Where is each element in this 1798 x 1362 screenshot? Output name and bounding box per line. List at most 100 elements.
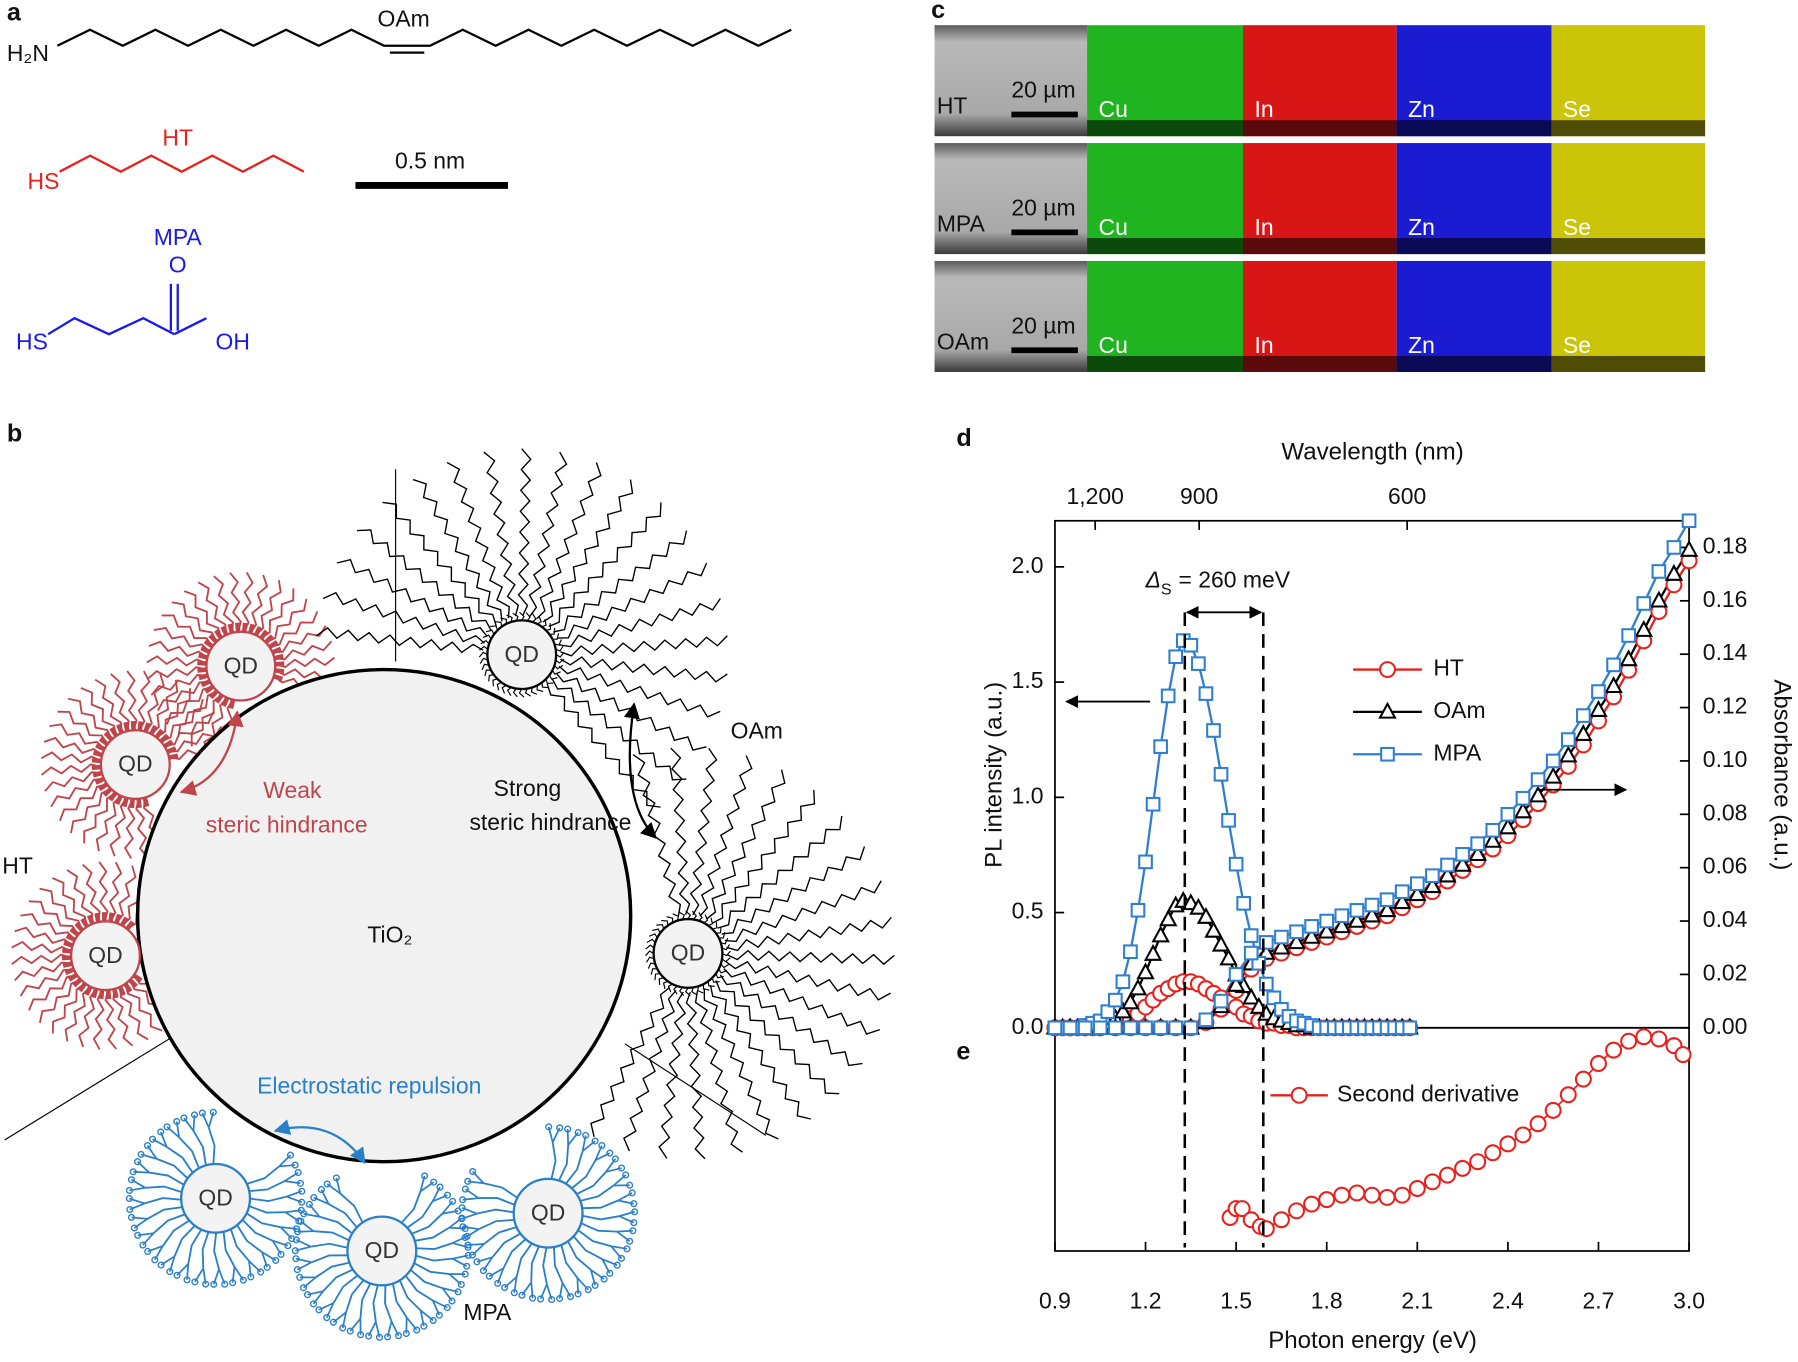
- ligand: [59, 783, 108, 822]
- annotation: ΔS = 260 meV: [1145, 566, 1291, 598]
- data-point: [1213, 993, 1229, 1009]
- ligand: [19, 968, 75, 997]
- eds-map: [1396, 260, 1552, 372]
- ligand: [623, 990, 677, 1152]
- y-tick-label: 0.5: [1012, 898, 1044, 924]
- ligand: [116, 723, 124, 734]
- ligand: [718, 968, 728, 974]
- ligand: [229, 572, 242, 633]
- scale-bar-label: 20 µm: [1011, 312, 1075, 338]
- data-point: [1674, 1046, 1692, 1064]
- ligand: [92, 770, 103, 778]
- legend-label: OAm: [1433, 697, 1485, 723]
- arrow: [273, 1119, 366, 1165]
- ligand: [144, 1197, 182, 1205]
- ligand: [517, 448, 532, 617]
- tio2-particle: [135, 667, 633, 1164]
- ligand: [94, 912, 101, 923]
- ligand: [416, 1242, 453, 1250]
- ligand: [108, 861, 123, 923]
- data-point: [1168, 649, 1184, 665]
- ht-molecule: [59, 154, 305, 173]
- ligand: [702, 983, 710, 991]
- ligand-end: [429, 1316, 437, 1325]
- ligand: [559, 598, 721, 648]
- quantum-dot: [205, 630, 277, 702]
- scale-bar-label: 20 µm: [1011, 77, 1075, 103]
- ligand: [126, 670, 138, 731]
- ligand: [98, 861, 109, 922]
- ligand-end: [582, 1131, 590, 1139]
- y2-tick-label: 0.00: [1703, 1013, 1748, 1039]
- strong-label: steric hindrance: [469, 809, 631, 835]
- ligand-end: [284, 1242, 292, 1250]
- eds-map: [1396, 25, 1552, 137]
- substrate: [1396, 238, 1552, 255]
- ligand: [400, 1191, 422, 1224]
- ligand: [201, 1231, 210, 1269]
- eds-map: [1396, 143, 1552, 255]
- data-point: [1574, 724, 1593, 741]
- ligand: [549, 674, 558, 680]
- ligand: [115, 865, 137, 924]
- ligand: [502, 1238, 527, 1269]
- ligand: [249, 574, 269, 634]
- ligand: [698, 912, 703, 922]
- ligand: [228, 699, 236, 709]
- data-point: [1211, 934, 1231, 952]
- data-point: [1113, 1001, 1133, 1019]
- data-point: [1228, 856, 1244, 872]
- ligand: [646, 956, 655, 963]
- ligand: [109, 797, 128, 857]
- ligand: [670, 747, 691, 915]
- data-point: [1272, 1211, 1290, 1229]
- ligand: [86, 914, 95, 925]
- sem-image: [934, 25, 1088, 137]
- element-label: Se: [1563, 96, 1591, 122]
- ligand: [414, 1226, 450, 1242]
- ligand-end: [384, 1333, 392, 1341]
- ligand: [699, 755, 753, 917]
- ligand: [125, 920, 135, 931]
- substrate: [1396, 355, 1552, 372]
- scale-bar-label: 0.5 nm: [395, 148, 465, 174]
- ligand: [654, 972, 661, 981]
- ligand: [646, 938, 656, 944]
- data-point: [1257, 1220, 1275, 1238]
- ligand: [92, 989, 105, 1050]
- ligand-end: [448, 1297, 456, 1305]
- weak-label: steric hindrance: [206, 811, 368, 837]
- ligand: [241, 1219, 274, 1242]
- ligand-end: [309, 1300, 318, 1308]
- ligand: [545, 623, 552, 631]
- ligand: [143, 722, 151, 733]
- ligand: [555, 652, 565, 658]
- element-label: Zn: [1408, 332, 1435, 358]
- data-point: [1047, 1020, 1063, 1036]
- data-point: [1121, 992, 1140, 1010]
- ligand: [545, 678, 554, 685]
- ligand-end: [435, 1311, 443, 1319]
- data-point: [1317, 921, 1336, 939]
- ligand: [214, 629, 223, 640]
- ligand-end: [125, 1186, 133, 1195]
- ligand: [197, 581, 228, 636]
- ligand: [236, 1224, 263, 1253]
- ligand: [104, 989, 117, 1050]
- ligand: [72, 977, 83, 988]
- ligand: [476, 1208, 514, 1215]
- eds-map: [1087, 260, 1244, 372]
- ligand: [685, 991, 706, 1160]
- ligand: [103, 731, 114, 742]
- data-point: [1544, 1101, 1562, 1119]
- ligand: [672, 913, 680, 921]
- annotation-symbol: Δ: [1145, 566, 1161, 592]
- oam-molecule: [56, 28, 792, 48]
- ligand-end: [198, 1109, 206, 1117]
- ligand: [28, 973, 78, 1011]
- ligand: [66, 869, 94, 924]
- data-point: [1559, 745, 1578, 763]
- data-point: [1545, 753, 1561, 769]
- panel-label: a: [7, 0, 22, 26]
